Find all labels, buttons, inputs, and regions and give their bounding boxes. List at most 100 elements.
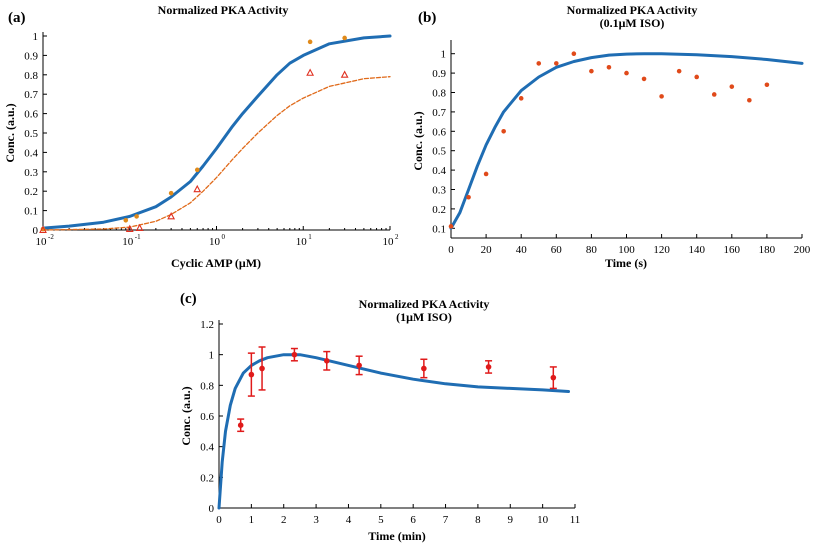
x-tick-label: 10 — [36, 236, 48, 248]
data-point — [291, 351, 298, 358]
data-point — [123, 218, 129, 223]
x-tick-label: 11 — [570, 514, 581, 526]
data-point — [342, 35, 347, 41]
data-point — [747, 97, 752, 103]
series-line-solid — [449, 52, 804, 230]
chart-title: Normalized PKA Activity — [567, 3, 698, 17]
x-tick-label: 8 — [475, 514, 481, 526]
data-point — [194, 167, 200, 173]
x-axis-label: Cyclic AMP (μM) — [171, 256, 261, 270]
x-tick-label: 80 — [586, 244, 598, 256]
data-point — [624, 70, 629, 76]
data-point — [764, 82, 770, 88]
y-tick-label: 0 — [209, 503, 215, 515]
x-tick-label: 60 — [551, 244, 563, 256]
x-tick-exponent: 2 — [395, 233, 399, 241]
data-point — [134, 214, 139, 219]
y-tick-label: 0.2 — [24, 186, 38, 198]
y-tick-label: 0.9 — [24, 50, 38, 62]
x-tick-label: 9 — [508, 514, 514, 526]
y-tick-label: 0.8 — [432, 88, 446, 100]
data-point-triangle — [340, 70, 349, 78]
data-point — [589, 68, 594, 74]
data-point-triangle — [39, 225, 47, 233]
series-line-solid — [41, 34, 392, 230]
y-tick-label: 1 — [209, 350, 215, 362]
y-tick-label: 0.4 — [24, 147, 38, 159]
y-tick-label: 0.5 — [432, 146, 446, 158]
chart-subtitle: (0.1μM ISO) — [600, 16, 665, 30]
y-tick-label: 0.4 — [432, 165, 446, 177]
panel-a: (a) Normalized PKA Activity Cyclic AMP (μM… — [3, 3, 399, 270]
y-tick-label: 0.6 — [24, 109, 38, 121]
y-tick-label: 0.4 — [200, 442, 214, 454]
data-point — [448, 224, 454, 229]
x-tick-label: 10 — [209, 236, 221, 248]
x-tick-label: 140 — [688, 244, 705, 256]
x-tick-label: 10 — [296, 236, 308, 248]
y-tick-label: 0.1 — [432, 223, 446, 235]
y-tick-label: 0.2 — [200, 472, 214, 484]
x-tick-label: 10 — [122, 236, 134, 248]
x-tick-label: 0 — [448, 244, 454, 256]
data-point — [483, 171, 489, 177]
y-tick-label: 0 — [33, 225, 39, 237]
x-tick-exponent: 0 — [222, 233, 226, 241]
x-tick-label: 3 — [313, 514, 319, 526]
data-point-triangle — [167, 212, 176, 220]
y-tick-label: 0.7 — [24, 89, 38, 101]
x-tick-exponent: 1 — [308, 233, 312, 241]
y-tick-label: 0.3 — [24, 167, 38, 179]
x-tick-exponent: -2 — [48, 233, 54, 241]
data-point — [606, 64, 612, 70]
panel-c: (c) Normalized PKA Activity(1μM ISO) Time … — [179, 291, 580, 543]
data-point-triangle — [125, 224, 134, 232]
data-point — [485, 364, 492, 370]
data-point — [356, 362, 362, 369]
x-tick-label: 160 — [724, 244, 741, 256]
data-point — [676, 68, 682, 74]
x-tick-label: 180 — [759, 244, 776, 256]
data-point — [711, 92, 717, 97]
data-point — [168, 190, 174, 196]
data-point — [518, 96, 524, 101]
data-point — [421, 365, 427, 372]
x-tick-label: 120 — [653, 244, 670, 256]
x-tick-label: 6 — [410, 514, 416, 526]
panel-b: (b) Normalized PKA Activity(0.1μM ISO) Tim… — [411, 3, 811, 270]
panel-label: (b) — [418, 10, 436, 26]
x-tick-label: 1 — [249, 514, 255, 526]
data-point-triangle — [193, 184, 202, 193]
y-tick-label: 0.1 — [24, 206, 38, 218]
data-point — [248, 371, 255, 378]
y-tick-label: 0.8 — [24, 70, 38, 82]
data-point — [501, 129, 506, 134]
chart-subtitle: (1μM ISO) — [396, 310, 452, 324]
x-tick-label: 40 — [516, 244, 528, 256]
x-tick-label: 5 — [378, 514, 384, 526]
data-point — [641, 76, 647, 82]
x-tick-label: 10 — [383, 236, 395, 248]
y-tick-label: 0.6 — [432, 126, 446, 138]
x-tick-label: 0 — [216, 514, 222, 526]
series-line-dashed — [42, 76, 391, 231]
y-tick-label: 1 — [441, 49, 447, 61]
x-tick-exponent: -1 — [135, 233, 141, 241]
data-point-triangle — [306, 68, 315, 76]
data-point — [259, 365, 265, 372]
data-point — [571, 51, 577, 56]
data-point — [659, 94, 664, 99]
x-tick-label: 200 — [794, 244, 811, 256]
y-tick-label: 0.3 — [432, 185, 446, 197]
x-tick-label: 2 — [281, 514, 287, 526]
data-point — [307, 39, 313, 45]
data-point — [323, 358, 330, 364]
panel-label: (a) — [8, 10, 26, 26]
y-tick-label: 1 — [33, 31, 39, 43]
x-tick-label: 20 — [481, 244, 493, 256]
y-tick-label: 0.8 — [200, 380, 214, 392]
y-axis-label: Conc. (a.u.) — [411, 111, 425, 170]
data-point — [237, 422, 244, 429]
series-line-solid — [217, 353, 570, 510]
